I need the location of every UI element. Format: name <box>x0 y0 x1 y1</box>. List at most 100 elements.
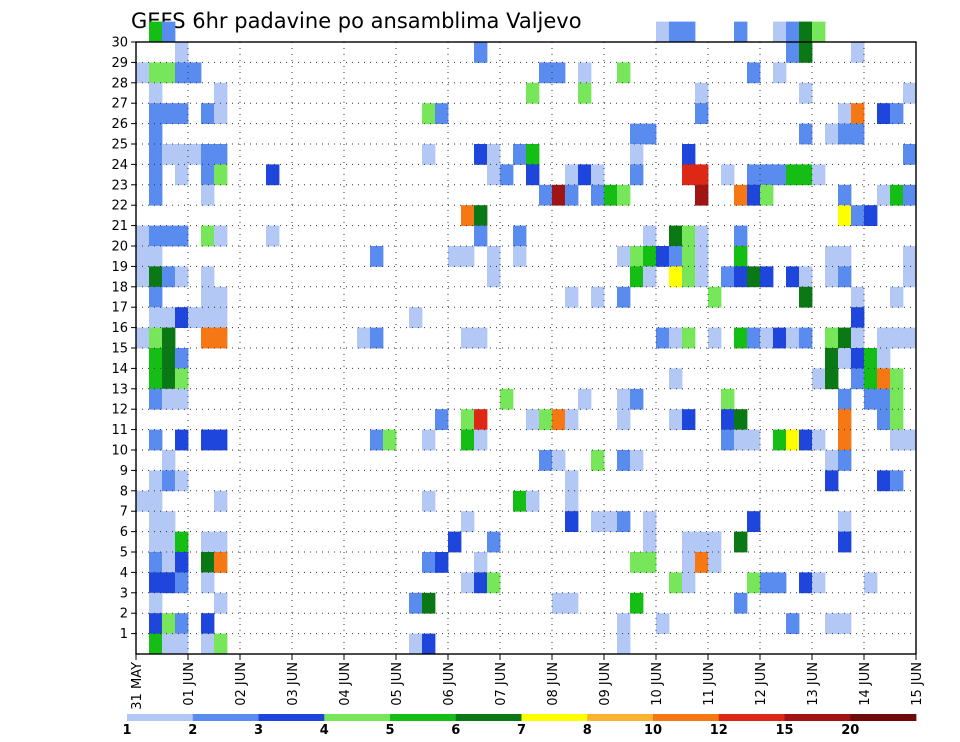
heatmap-cell <box>461 409 475 430</box>
heatmap-cell <box>851 103 865 124</box>
colorbar-label: 4 <box>320 723 329 738</box>
heatmap-cell <box>695 246 709 267</box>
heatmap-cell <box>617 409 631 430</box>
heatmap-cell <box>201 613 215 634</box>
heatmap-cell <box>799 266 813 288</box>
heatmap-cell <box>786 613 800 634</box>
colorbar-swatch <box>784 714 851 721</box>
heatmap-cell <box>136 266 150 288</box>
heatmap-cell <box>500 164 514 186</box>
heatmap-cell <box>266 164 280 186</box>
heatmap-cell <box>149 246 163 267</box>
heatmap-cell <box>734 592 748 614</box>
heatmap-cell <box>214 225 228 247</box>
heatmap-cell <box>513 144 527 165</box>
y-tick-label: 9 <box>120 464 128 479</box>
heatmap-cell <box>838 103 852 124</box>
heatmap-cell <box>747 184 761 206</box>
x-tick-label: 03 JUN <box>286 662 301 706</box>
heatmap-cell <box>695 266 709 288</box>
heatmap-cell <box>903 246 917 267</box>
y-tick-label: 5 <box>120 546 128 561</box>
heatmap-cell <box>747 164 761 186</box>
heatmap-cell <box>539 62 553 84</box>
heatmap-cells <box>136 21 917 655</box>
heatmap-cell <box>526 144 540 165</box>
heatmap-cell <box>591 164 605 186</box>
heatmap-cell <box>903 327 917 349</box>
heatmap-cell <box>149 144 163 165</box>
y-tick-label: 20 <box>111 240 128 255</box>
heatmap-cell <box>877 470 891 492</box>
heatmap-cell <box>877 348 891 369</box>
heatmap-cell <box>825 246 839 267</box>
heatmap-cell <box>630 123 644 145</box>
colorbar-label: 20 <box>841 723 859 738</box>
heatmap-cell <box>864 388 878 410</box>
heatmap-cell <box>747 327 761 349</box>
heatmap-cell <box>838 531 852 553</box>
heatmap-cell <box>409 633 423 655</box>
colorbar-label: 8 <box>583 723 592 738</box>
y-tick-label: 7 <box>120 505 128 520</box>
heatmap-cell <box>760 266 774 288</box>
colorbar-swatch <box>258 714 325 721</box>
heatmap-cell <box>565 490 579 512</box>
colorbar-label: 3 <box>254 723 263 738</box>
heatmap-cell <box>578 82 592 104</box>
x-tick-label: 02 JUN <box>234 662 249 706</box>
heatmap-cell <box>149 348 163 369</box>
colorbar-label: 6 <box>451 723 460 738</box>
heatmap-cell <box>201 572 215 594</box>
heatmap-cell <box>682 144 696 165</box>
heatmap-cell <box>162 266 176 288</box>
heatmap-cell <box>682 21 696 43</box>
heatmap-cell <box>825 266 839 288</box>
heatmap-cell <box>162 21 176 43</box>
heatmap-cell <box>461 246 475 267</box>
heatmap-cell <box>617 450 631 471</box>
heatmap-cell <box>565 470 579 492</box>
heatmap-cell <box>799 82 813 104</box>
heatmap-cell <box>214 552 228 573</box>
heatmap-cell <box>708 327 722 349</box>
colorbar-label: 2 <box>188 723 197 738</box>
heatmap-cell <box>149 552 163 573</box>
heatmap-cell <box>682 225 696 247</box>
heatmap-cell <box>201 531 215 553</box>
heatmap-cell <box>409 307 423 328</box>
heatmap-cell <box>721 388 735 410</box>
colorbar-swatch <box>653 714 720 721</box>
heatmap-cell <box>201 225 215 247</box>
heatmap-cell <box>552 62 566 84</box>
heatmap-cell <box>825 613 839 634</box>
x-tick-label: 09 JUN <box>598 662 613 706</box>
heatmap-cell <box>643 123 657 145</box>
heatmap-cell <box>175 164 189 186</box>
heatmap-cell <box>201 429 215 451</box>
x-tick-label: 10 JUN <box>650 662 665 706</box>
heatmap-cell <box>877 388 891 410</box>
heatmap-cell <box>838 429 852 451</box>
colorbar-label: 7 <box>517 723 526 738</box>
heatmap-cell <box>214 307 228 328</box>
heatmap-cell <box>786 21 800 43</box>
heatmap-cell <box>149 613 163 634</box>
heatmap-cell <box>825 348 839 369</box>
heatmap-cell <box>851 42 865 63</box>
heatmap-cell <box>734 21 748 43</box>
heatmap-cell <box>734 225 748 247</box>
heatmap-cell <box>175 266 189 288</box>
heatmap-cell <box>175 348 189 369</box>
heatmap-cell <box>669 21 683 43</box>
heatmap-cell <box>617 246 631 267</box>
heatmap-cell <box>903 429 917 451</box>
heatmap-cell <box>630 144 644 165</box>
y-tick-label: 3 <box>120 586 128 601</box>
chart-title: GEFS 6hr padavine po ansamblima Valjevo <box>131 9 582 33</box>
y-tick-label: 21 <box>111 219 128 234</box>
heatmap-cell <box>747 572 761 594</box>
heatmap-cell <box>149 531 163 553</box>
heatmap-cell <box>214 633 228 655</box>
colorbar-swatch <box>390 714 457 721</box>
